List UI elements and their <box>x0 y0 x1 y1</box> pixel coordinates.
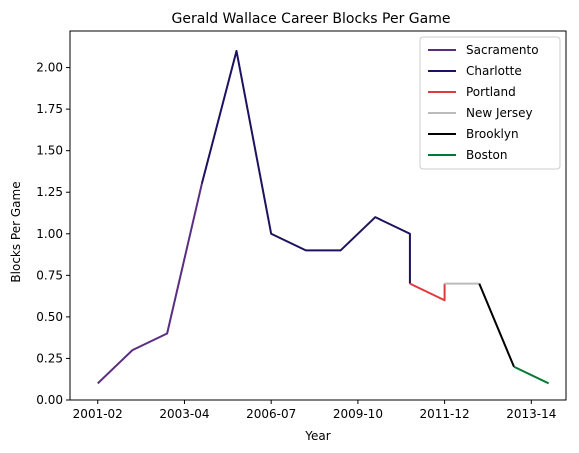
y-tick-label: 1.25 <box>36 185 63 199</box>
legend-label: Charlotte <box>466 64 522 78</box>
y-tick-label: 1.00 <box>36 227 63 241</box>
series-line-boston <box>513 365 550 385</box>
plot-area <box>97 49 550 385</box>
x-axis: 2001-02 2003-04 2006-07 2009-10 2011-12 2013-… <box>73 400 556 421</box>
legend-label: Boston <box>466 148 507 162</box>
x-tick-label: 2001-02 <box>73 407 123 421</box>
legend-label: Brooklyn <box>466 127 519 141</box>
y-axis: 0.00 0.25 0.50 0.75 1.00 1.25 1.50 1.75 2.00 <box>36 61 70 407</box>
chart-title: Gerald Wallace Career Blocks Per Game <box>172 11 451 27</box>
series-line-sacramento <box>97 183 203 385</box>
x-tick-label: 2003-04 <box>159 407 209 421</box>
legend: Sacramento Charlotte Portland New Jersey Bro… <box>419 36 561 170</box>
y-tick-label: 0.75 <box>36 268 63 282</box>
plot-frame <box>69 30 567 401</box>
x-tick-label: 2013-14 <box>506 407 556 421</box>
y-tick-label: 0.25 <box>36 351 63 365</box>
series-line-portland <box>409 282 446 302</box>
x-tick-label: 2009-10 <box>333 407 383 421</box>
y-tick-label: 0.00 <box>36 393 63 407</box>
y-tick-label: 0.50 <box>36 310 63 324</box>
y-tick-label: 1.75 <box>36 102 63 116</box>
legend-label: New Jersey <box>466 106 533 120</box>
x-axis-label: Year <box>304 429 330 443</box>
y-axis-label: Blocks Per Game <box>9 181 23 282</box>
legend-label: Portland <box>466 85 516 99</box>
y-tick-label: 1.50 <box>36 144 63 158</box>
y-tick-label: 2.00 <box>36 61 63 75</box>
x-tick-label: 2011-12 <box>420 407 470 421</box>
series-line-brooklyn <box>478 283 515 368</box>
legend-label: Sacramento <box>466 43 539 57</box>
x-tick-label: 2006-07 <box>246 407 296 421</box>
series-line-charlotte <box>200 49 411 284</box>
